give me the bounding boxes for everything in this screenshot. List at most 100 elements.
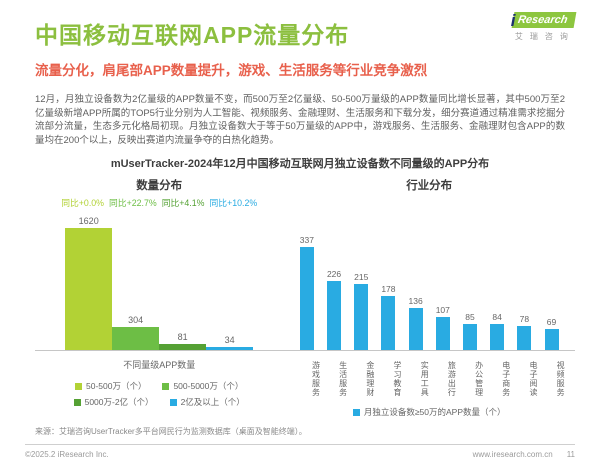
legend-item: 50-500万（个）	[74, 380, 147, 392]
bar-slot: 136	[402, 191, 429, 350]
quantity-distribution-chart: 数量分布 同比+0.0% 同比+22.7% 同比+4.1% 同比+10.2% 1620…	[35, 177, 284, 418]
industry-bar: 85	[462, 312, 477, 350]
yoy-label: 同比+4.1%	[161, 198, 205, 208]
industry-bar: 69	[544, 317, 559, 350]
industry-chart-title: 行业分布	[406, 180, 453, 192]
bar-value-label: 136	[408, 296, 423, 307]
yoy-change-labels: 同比+0.0% 同比+22.7% 同比+4.1% 同比+10.2%	[35, 196, 283, 208]
industry-category-label: 办公管理	[474, 361, 484, 397]
legend-item: 5000万-2亿（个）	[73, 396, 154, 408]
legend-color-marker	[74, 382, 82, 390]
industry-bar: 107	[436, 305, 450, 350]
industry-bar: 226	[327, 269, 341, 350]
industry-bar: 78	[517, 314, 532, 350]
charts-row: 数量分布 同比+0.0% 同比+22.7% 同比+4.1% 同比+10.2% 1620…	[35, 177, 575, 418]
bar-slot: 337	[293, 191, 320, 350]
industry-category-label: 电子商务	[501, 361, 511, 397]
bar-value-label: 107	[435, 305, 450, 316]
bar-value-label: 337	[299, 235, 314, 245]
bar-slot: 85	[456, 191, 483, 350]
industry-bar: 337	[300, 235, 314, 350]
bar-value-label: 1620	[78, 216, 99, 226]
industry-bar: 136	[409, 296, 423, 350]
logo-i-glyph: i	[510, 11, 516, 30]
legend-row: 5000万-2亿（个） 2亿及以上（个）	[73, 396, 245, 408]
bar-slot: 69	[538, 191, 565, 350]
figure-title: mUserTracker-2024年12月中国移动互联网月独立设备数不同量级的A…	[110, 158, 490, 170]
legend-item-label: 月独立设备数≥50万的APP数量（个）	[363, 407, 506, 417]
bar-value-label: 304	[128, 315, 144, 326]
industry-bar: 215	[354, 272, 368, 350]
bar-slot: 215	[348, 191, 375, 350]
source-note: 来源：艾瑞咨询UserTracker多平台网民行为监测数据库（桌面及智能终端）。	[35, 427, 307, 436]
legend-color-marker	[169, 398, 177, 406]
industry-bars-plot: 337 226 215 178 136 107 85 84 78 69	[283, 191, 575, 350]
legend-item-label: 5000万-2亿（个）	[84, 397, 154, 407]
quantity-x-axis-label: 不同量级APP数量	[123, 360, 196, 370]
legend-item: 500-5000万（个）	[162, 380, 243, 392]
website-text: www.iresearch.com.cn	[472, 450, 553, 459]
bar-value-label: 178	[381, 283, 396, 294]
legend-row: 50-500万（个） 500-5000万（个）	[74, 380, 243, 392]
legend-color-marker	[162, 382, 170, 390]
quantity-bar: 304	[112, 315, 160, 350]
industry-category-label: 电子阅读	[528, 361, 538, 397]
bar-slot: 78	[511, 191, 538, 350]
iresearch-logo-mark: i Research	[510, 11, 577, 30]
bar-slot: 226	[320, 191, 347, 350]
quantity-legend: 50-500万（个） 500-5000万（个） 5000万-2亿（个） 2亿及以上（个…	[35, 380, 283, 408]
logo-flag: Research	[512, 12, 577, 28]
industry-legend: 月独立设备数≥50万的APP数量（个）	[283, 406, 575, 418]
yoy-label: 同比+10.2%	[209, 198, 258, 208]
iresearch-logo: i Research 艾瑞咨询	[510, 11, 577, 42]
footer-divider	[25, 444, 575, 445]
bar-value-label: 215	[354, 272, 369, 283]
bar-value-label: 84	[492, 312, 502, 323]
industry-category-labels: 游戏服务 生活服务 金融理财 学习教育 实用工具 旅游出行 办公管理 电子商务 电子阅读 视频服务	[283, 355, 575, 403]
quantity-bar: 1620	[65, 216, 113, 350]
bar-slot: 178	[375, 191, 402, 350]
quantity-bar: 81	[159, 332, 207, 350]
legend-color-marker	[73, 398, 81, 406]
bar-slot: 1620	[65, 210, 113, 350]
quantity-bars-plot: 1620 304 81 34	[35, 210, 283, 350]
bar-value-label: 81	[177, 331, 188, 342]
header: 中国移动互联网APP流量分布 i Research 艾瑞咨询 流量分化，肩尾部A…	[0, 0, 600, 79]
industry-bar: 84	[490, 312, 505, 350]
bar-value-label: 34	[224, 335, 235, 346]
industry-category-label: 实用工具	[420, 361, 430, 397]
page-subtitle: 流量分化，肩尾部APP数量提升，游戏、生活服务等行业竞争激烈	[35, 63, 428, 78]
footer: ©2025.2 iResearch Inc. www.iresearch.com…	[25, 450, 575, 459]
industry-category-label: 游戏服务	[311, 361, 321, 397]
page-number: 11	[566, 450, 575, 459]
bar-value-label: 78	[519, 314, 530, 325]
x-axis-line	[35, 350, 284, 351]
page-title: 中国移动互联网APP流量分布	[35, 22, 350, 48]
industry-category-label: 旅游出行	[447, 361, 457, 397]
industry-category-label: 学习教育	[393, 361, 402, 397]
bar-slot: 304	[112, 210, 160, 350]
bar-value-label: 85	[465, 312, 475, 323]
quantity-bar: 34	[206, 335, 254, 350]
bar-slot: 81	[159, 210, 207, 350]
logo-chinese-name: 艾瑞咨询	[514, 32, 575, 41]
yoy-label: 同比+22.7%	[109, 198, 157, 208]
legend-item-label: 2亿及以上（个）	[180, 397, 245, 407]
bar-value-label: 226	[326, 268, 342, 279]
legend-item-label: 50-500万（个）	[85, 381, 147, 391]
legend-color-marker	[352, 408, 360, 416]
bar-slot: 107	[429, 191, 456, 350]
legend-item: 2亿及以上（个）	[169, 396, 245, 408]
industry-category-label: 生活服务	[338, 361, 348, 397]
industry-category-label: 金融理财	[365, 361, 375, 397]
x-axis-line	[283, 350, 575, 351]
copyright-text: ©2025.2 iResearch Inc.	[25, 450, 109, 459]
bar-slot: 34	[206, 210, 254, 350]
bar-slot: 84	[484, 191, 511, 350]
bar-value-label: 69	[546, 316, 557, 327]
legend-item-label: 500-5000万（个）	[173, 381, 244, 391]
industry-bar: 178	[381, 284, 396, 350]
intro-paragraph: 12月，月独立设备数为2亿量级的APP数量不变，而500万至2亿量级、50-50…	[35, 94, 565, 146]
yoy-label: 同比+0.0%	[61, 198, 104, 208]
